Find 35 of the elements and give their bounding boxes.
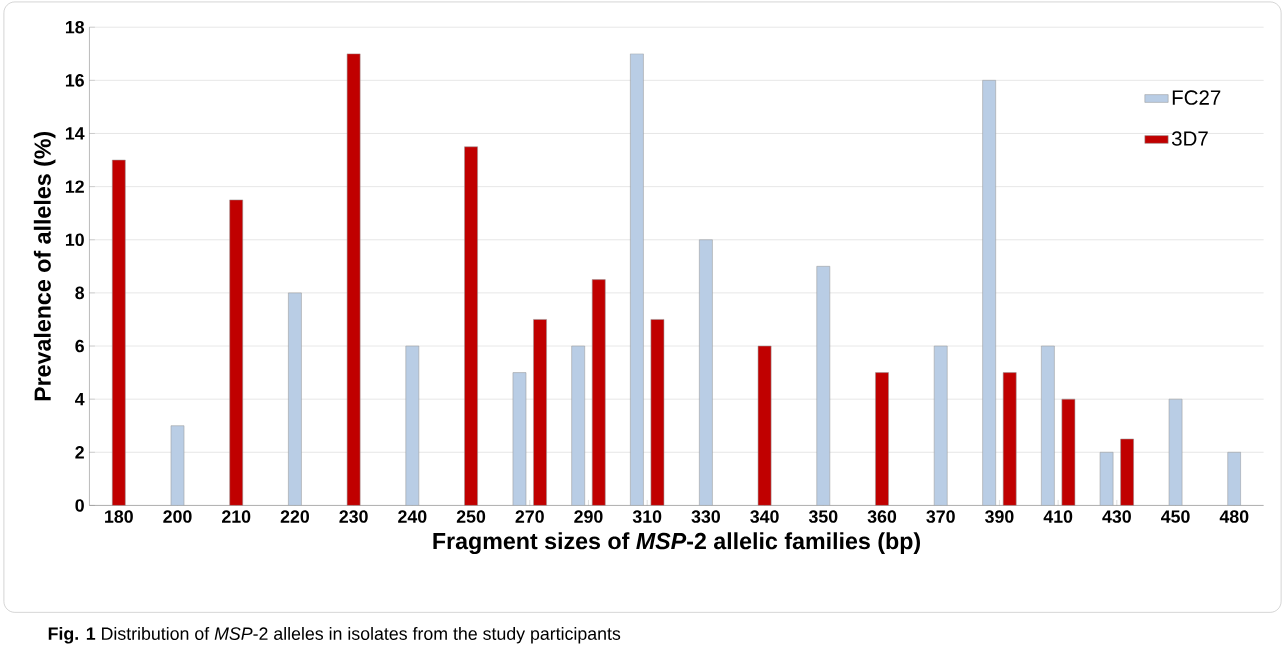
x-axis-title: Fragment sizes of MSP-2 allelic families (bp) [433, 532, 920, 554]
x-tick-label: 310 [632, 510, 662, 523]
x-tick-label: 250 [456, 510, 486, 523]
x-tick-label: 330 [691, 510, 720, 523]
x-tick-label: 270 [515, 510, 544, 523]
y-tick-label: 2 [75, 446, 84, 459]
y-tick-label: 12 [65, 180, 84, 193]
x-tick-label: 240 [398, 510, 427, 523]
y-axis-title: Prevalence of alleles (%) [33, 131, 56, 401]
y-tick-label: 16 [65, 74, 84, 87]
x-tick-label: 210 [222, 510, 251, 523]
y-tick-label: 14 [65, 127, 85, 140]
x-tick-label: 220 [280, 510, 309, 523]
x-tick-label: 480 [1219, 510, 1249, 523]
y-tick-label: 10 [65, 233, 84, 247]
x-tick-label: 350 [808, 510, 838, 523]
y-tick-label: 6 [75, 339, 84, 353]
y-tick-label: 18 [65, 20, 85, 34]
x-tick-label: 200 [163, 510, 192, 523]
x-tick-label: 450 [1161, 510, 1190, 523]
x-tick-label: 410 [1043, 510, 1073, 523]
y-tick-label: 8 [75, 286, 85, 300]
x-tick-label: 370 [926, 510, 955, 523]
x-tick-label: 290 [574, 510, 603, 523]
x-tick-label: 360 [867, 510, 897, 523]
x-tick-label: 390 [985, 510, 1014, 523]
x-tick-label: 180 [105, 510, 133, 523]
x-tick-label: 340 [750, 510, 779, 523]
legend-label: FC27 [1172, 90, 1221, 105]
x-tick-label: 430 [1102, 510, 1131, 523]
legend-label: 3D7 [1171, 131, 1208, 146]
text: Fig. 1 Distribution of MSP-2 alleles in isolates from the study participants [48, 626, 621, 644]
y-tick-label: 4 [75, 393, 85, 406]
x-tick-label: 230 [339, 510, 368, 523]
y-tick-label: 0 [75, 499, 84, 512]
